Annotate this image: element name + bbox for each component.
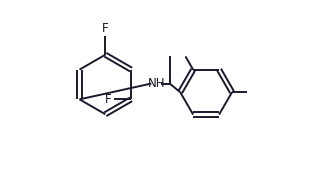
Text: F: F xyxy=(102,22,109,35)
Text: F: F xyxy=(105,93,112,106)
Text: NH: NH xyxy=(147,77,165,90)
